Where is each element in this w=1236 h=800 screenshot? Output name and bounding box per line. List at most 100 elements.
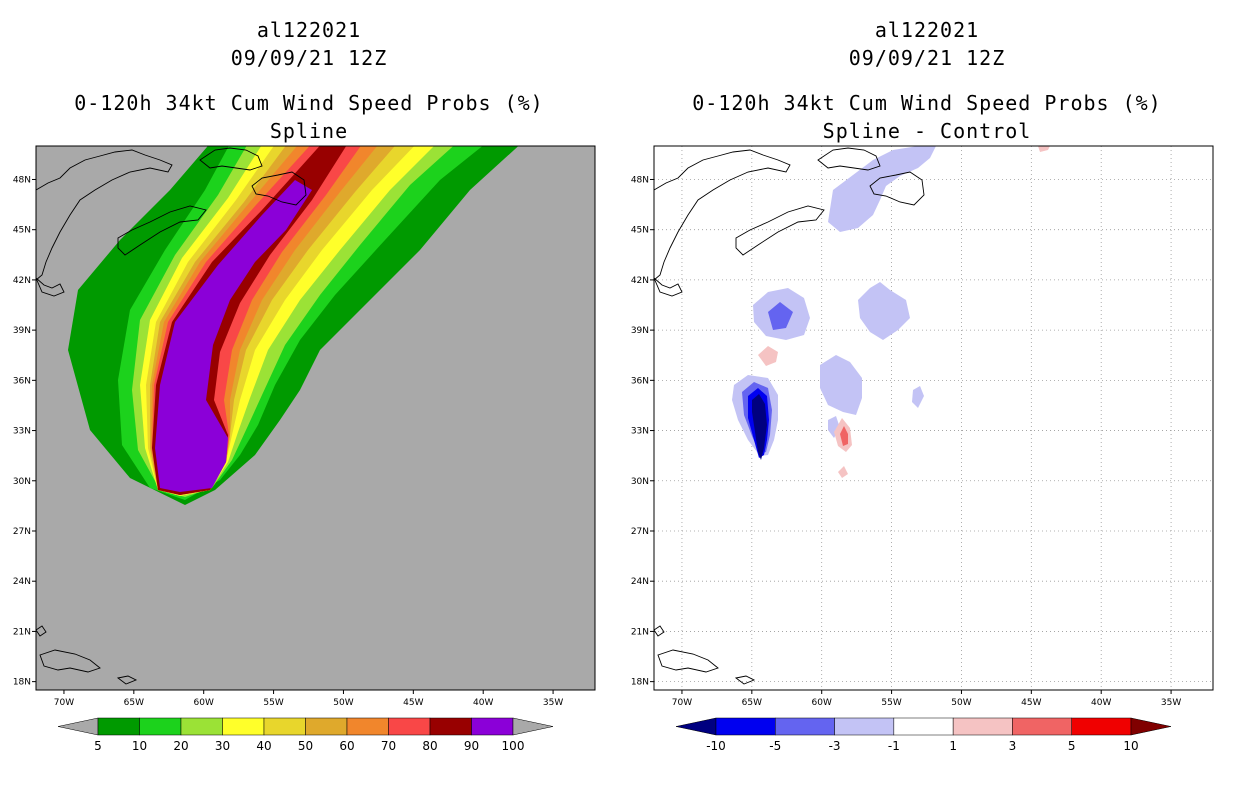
left-coast-puertorico <box>116 675 138 685</box>
colorbar-label: 3 <box>1009 739 1017 753</box>
lat-label: 42N <box>631 276 649 286</box>
right-title-storm: al122021 <box>874 18 980 42</box>
right-title-method: Spline - Control <box>822 119 1032 143</box>
diff-pos-n37 <box>758 346 778 366</box>
lon-label: 60W <box>194 698 214 708</box>
colorbar-segment <box>180 717 223 736</box>
right-colorbar: -10 -5 -3 -1 1 3 5 10 <box>675 717 1172 753</box>
lon-label: 35W <box>1161 698 1181 708</box>
right-map-svg: 48N 45N 42N 39N 36N 33N 30N 27N 24N 21N 18N 70W 65W 6… <box>631 145 1214 753</box>
colorbar-segment <box>429 717 472 736</box>
diff-neg-east-dot <box>912 386 924 408</box>
diff-neg-trackcore-10 <box>752 394 767 460</box>
colorbar-segment <box>388 717 431 736</box>
right-coastlines <box>654 147 925 685</box>
right-axis-ticks: 48N 45N 42N 39N 36N 33N 30N 27N 24N 21N 18N 70W 65W 6… <box>631 175 1182 708</box>
colorbar-label: 50 <box>298 739 313 753</box>
lon-label: 35W <box>543 698 563 708</box>
right-title-product: 0-120h 34kt Cum Wind Speed Probs (%) <box>692 91 1162 115</box>
colorbar-label: -1 <box>888 739 900 753</box>
lat-label: 45N <box>13 226 31 236</box>
lat-label: 39N <box>13 326 31 336</box>
lat-label: 39N <box>631 326 649 336</box>
lon-label: 60W <box>812 698 832 708</box>
swath-band-90 <box>155 180 312 492</box>
lat-label: 30N <box>13 477 31 487</box>
colorbar-label: 5 <box>1068 739 1076 753</box>
diff-neg-n38-inner <box>768 302 793 330</box>
colorbar-segment <box>893 717 954 736</box>
colorbar-label: 1 <box>949 739 957 753</box>
lon-label: 55W <box>881 698 901 708</box>
right-coast-puertorico <box>734 675 756 685</box>
colorbar-segment <box>346 717 389 736</box>
colorbar-segment <box>139 717 182 736</box>
colorbar-label: 30 <box>215 739 230 753</box>
diff-pos-north-edge <box>1038 146 1050 152</box>
colorbar-segment <box>305 717 348 736</box>
colorbar-label: 70 <box>381 739 396 753</box>
colorbar-segment <box>715 717 776 736</box>
colorbar-label: 100 <box>502 739 525 753</box>
left-probability-swath <box>68 146 519 505</box>
lon-label: 50W <box>333 698 353 708</box>
lat-label: 36N <box>13 376 31 386</box>
lat-label: 27N <box>631 527 649 537</box>
colorbar-segment <box>775 717 835 736</box>
lat-label: 21N <box>631 627 649 637</box>
left-title-date: 09/09/21 12Z <box>230 46 388 70</box>
colorbar-label: -10 <box>706 739 726 753</box>
colorbar-label: 10 <box>132 739 147 753</box>
left-coast-canada <box>36 149 173 281</box>
right-coast-capecod <box>654 277 683 297</box>
left-coast-labrador <box>199 147 263 171</box>
right-title-date: 09/09/21 12Z <box>848 46 1006 70</box>
right-coast-novascotia <box>735 205 825 256</box>
left-coastlines <box>36 147 307 685</box>
left-title-product: 0-120h 34kt Cum Wind Speed Probs (%) <box>74 91 544 115</box>
colorbar-label: -3 <box>829 739 841 753</box>
lat-label: 24N <box>631 577 649 587</box>
lat-label: 45N <box>631 226 649 236</box>
lat-label: 30N <box>631 477 649 487</box>
colorbar-label: -5 <box>769 739 781 753</box>
left-coast-bahamas <box>36 625 47 637</box>
colorbar-low-triangle <box>675 717 717 736</box>
lon-label: 50W <box>951 698 971 708</box>
diff-pos-n32-inner <box>840 426 848 446</box>
colorbar-segment <box>263 717 306 736</box>
left-title-storm: al122021 <box>256 18 362 42</box>
lat-label: 48N <box>13 175 31 185</box>
lat-label: 36N <box>631 376 649 386</box>
colorbar-segment <box>952 717 1013 736</box>
right-difference-contours <box>732 146 1050 478</box>
left-title-method: Spline <box>269 119 349 143</box>
lon-label: 70W <box>54 698 74 708</box>
colorbar-segment <box>834 717 895 736</box>
colorbar-label: 5 <box>94 739 102 753</box>
right-map-panel: al122021 09/09/21 12Z 0-120h 34kt Cum Wi… <box>618 0 1236 800</box>
lon-label: 70W <box>672 698 692 708</box>
lat-label: 18N <box>13 678 31 688</box>
lon-label: 65W <box>124 698 144 708</box>
left-colorbar: 5 10 20 30 40 50 60 70 80 90 100 <box>57 717 554 753</box>
diff-neg-newfoundland <box>828 146 936 232</box>
lon-label: 65W <box>742 698 762 708</box>
right-coast-labrador <box>817 147 881 171</box>
colorbar-segment <box>222 717 265 736</box>
lat-label: 33N <box>13 427 31 437</box>
left-map-svg: 48N 45N 42N 39N 36N 33N 30N 27N 24N 21N 18N 70W 65W 6… <box>13 145 596 753</box>
colorbar-high-triangle <box>512 717 554 736</box>
right-coast-hispaniola <box>657 649 719 673</box>
left-map-panel: al122021 09/09/21 12Z 0-120h 34kt Cum Wi… <box>13 18 596 753</box>
colorbar-label: 60 <box>339 739 354 753</box>
colorbar-label: 40 <box>256 739 271 753</box>
lon-label: 45W <box>1021 698 1041 708</box>
lat-label: 33N <box>631 427 649 437</box>
lon-label: 40W <box>1091 698 1111 708</box>
left-map-frame <box>35 145 596 691</box>
lat-label: 24N <box>13 577 31 587</box>
left-axis-ticks: 48N 45N 42N 39N 36N 33N 30N 27N 24N 21N 18N 70W 65W 6… <box>13 175 564 708</box>
right-coast-bahamas <box>654 625 665 637</box>
lat-label: 27N <box>13 527 31 537</box>
